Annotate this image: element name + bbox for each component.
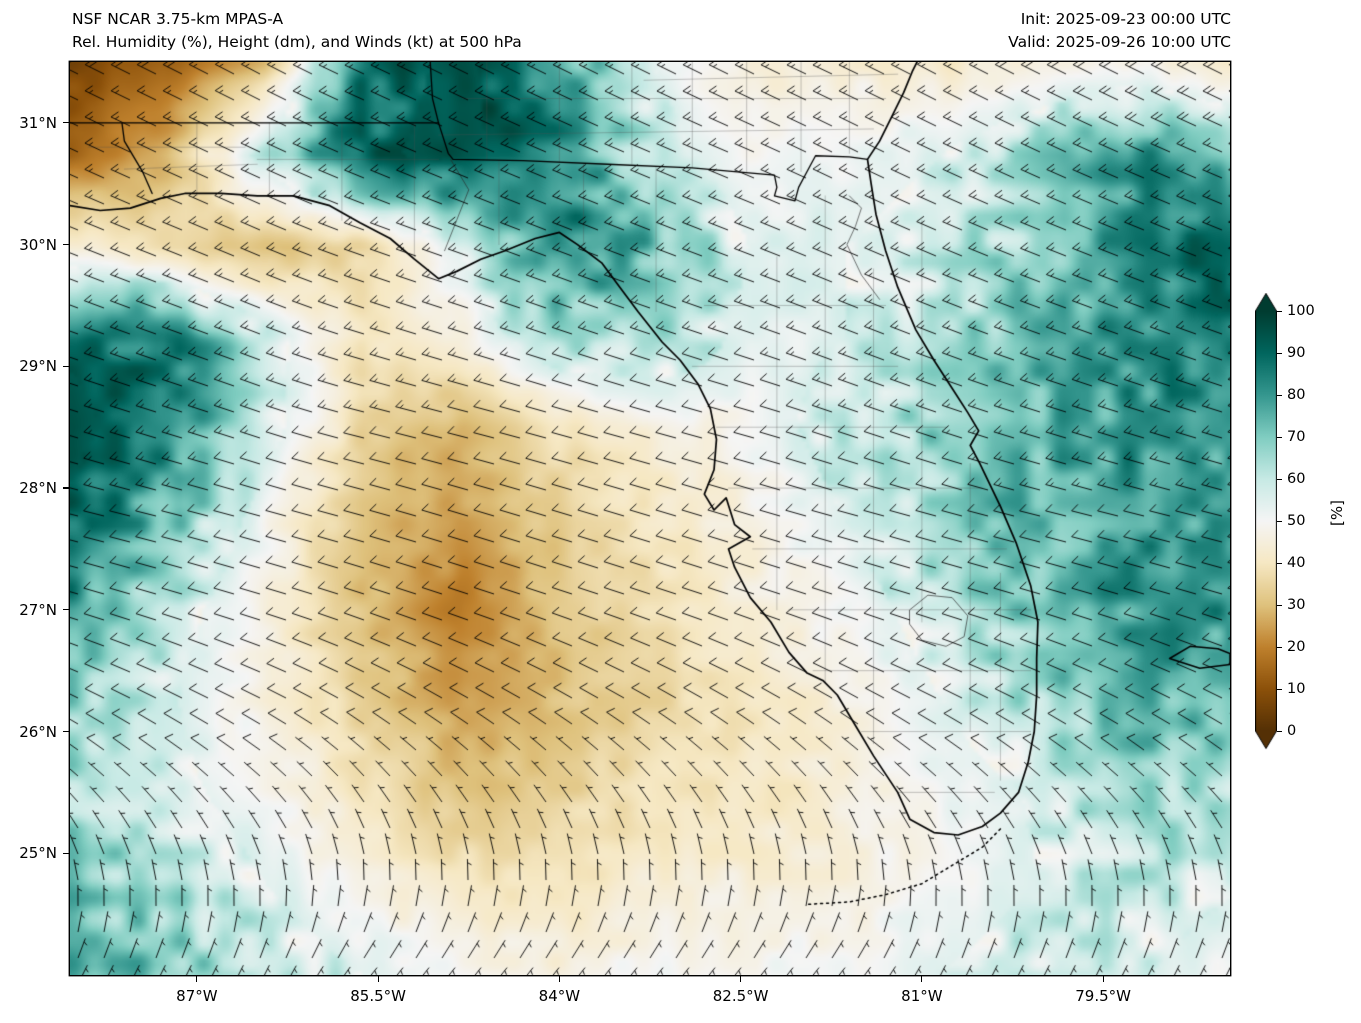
lat-tick-mark (63, 244, 69, 246)
lat-tick-mark (63, 609, 69, 611)
lat-tick-label: 26°N (19, 722, 57, 741)
lon-tick-label: 87°W (176, 987, 218, 1005)
colorbar-tick-mark (1277, 394, 1282, 396)
colorbar-tick-mark (1277, 310, 1282, 312)
colorbar-tick-label: 70 (1287, 428, 1306, 445)
lat-tick-mark (63, 365, 69, 367)
colorbar-tick-mark (1277, 352, 1282, 354)
colorbar-tick-label: 100 (1287, 302, 1315, 319)
lon-tick-mark (740, 976, 742, 982)
colorbar-tick-mark (1277, 730, 1282, 732)
lat-tick-mark (63, 487, 69, 489)
lon-tick-label: 85.5°W (350, 987, 406, 1005)
field-title: Rel. Humidity (%), Height (dm), and Wind… (72, 33, 522, 51)
colorbar-tick-mark (1277, 436, 1282, 438)
colorbar-tick-label: 60 (1287, 470, 1306, 487)
lon-tick-mark (1102, 976, 1104, 982)
colorbar-tick-label: 0 (1287, 722, 1297, 739)
colorbar-tick-label: 30 (1287, 596, 1306, 613)
lon-tick-label: 81°W (901, 987, 943, 1005)
colorbar-unit-label: [%] (1328, 500, 1346, 526)
colorbar-tick-label: 50 (1287, 512, 1306, 529)
colorbar-tick-label: 10 (1287, 680, 1306, 697)
colorbar-tick-label: 90 (1287, 344, 1306, 361)
lon-tick-mark (558, 976, 560, 982)
lat-tick-label: 29°N (19, 357, 57, 376)
colorbar-tick-label: 40 (1287, 554, 1306, 571)
lat-tick-mark (63, 852, 69, 854)
lat-tick-label: 25°N (19, 844, 57, 863)
lon-tick-label: 82.5°W (712, 987, 769, 1005)
colorbar-tick-label: 20 (1287, 638, 1306, 655)
lon-tick-mark (921, 976, 923, 982)
lat-tick-mark (63, 122, 69, 124)
map-plot-area (70, 62, 1230, 975)
colorbar (1255, 293, 1277, 751)
init-time: Init: 2025-09-23 00:00 UTC (1020, 10, 1231, 28)
lat-tick-mark (63, 730, 69, 733)
colorbar-tick-mark (1277, 478, 1282, 480)
colorbar-tick-mark (1277, 520, 1282, 522)
colorbar-tick-mark (1277, 562, 1282, 564)
lon-tick-mark (196, 976, 198, 982)
lat-tick-label: 28°N (19, 479, 57, 498)
lon-tick-mark (377, 976, 379, 982)
colorbar-tick-mark (1277, 604, 1282, 606)
lon-tick-label: 84°W (538, 987, 581, 1005)
colorbar-tick-mark (1277, 646, 1282, 648)
colorbar-tick-mark (1277, 688, 1282, 690)
lat-tick-label: 27°N (19, 600, 57, 619)
humidity-wind-map-canvas (70, 62, 1230, 975)
lat-tick-label: 30°N (19, 235, 57, 254)
model-title: NSF NCAR 3.75-km MPAS-A (72, 10, 284, 28)
lon-tick-label: 79.5°W (1075, 987, 1131, 1005)
lat-tick-label: 31°N (19, 113, 57, 132)
valid-time: Valid: 2025-09-26 10:00 UTC (1008, 33, 1231, 51)
colorbar-tick-label: 80 (1287, 386, 1306, 403)
